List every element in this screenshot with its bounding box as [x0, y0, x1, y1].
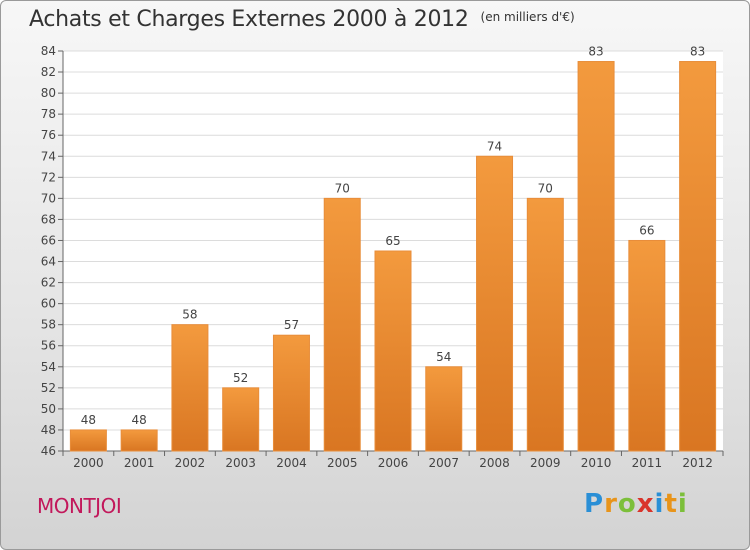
bar [120, 429, 158, 452]
chart-subtitle: (en milliers d'€) [480, 10, 575, 24]
bar-2002 [171, 324, 209, 452]
bar [69, 429, 107, 452]
chart-title: Achats et Charges Externes 2000 à 2012 (e… [29, 7, 575, 32]
bar [577, 61, 615, 452]
x-tick-label: 2000 [73, 456, 104, 470]
logo-letter: x [636, 489, 655, 519]
x-tick-label: 2011 [632, 456, 663, 470]
y-tick-label: 82 [41, 65, 56, 79]
x-tick-label: 2010 [581, 456, 612, 470]
bar-value-label: 57 [284, 318, 299, 332]
y-tick-label: 74 [41, 149, 56, 163]
bar-value-label: 70 [538, 181, 553, 195]
bar-2008 [476, 155, 514, 452]
logo-letter: P [584, 489, 605, 519]
bar [222, 387, 260, 452]
bar-value-label: 74 [487, 139, 502, 153]
y-tick-label: 64 [41, 255, 56, 269]
y-tick-label: 46 [41, 444, 56, 458]
y-tick-label: 80 [41, 86, 56, 100]
bar-2007 [425, 366, 463, 452]
bar [628, 239, 666, 452]
logo-letter: t [664, 489, 678, 519]
x-tick-label: 2003 [225, 456, 256, 470]
bar-value-label: 83 [588, 45, 603, 59]
bar [679, 61, 717, 452]
bar-value-label: 70 [335, 181, 350, 195]
logo-letter: r [604, 489, 618, 519]
bar-2001 [120, 429, 158, 452]
bar [425, 366, 463, 452]
bar-value-label: 48 [132, 413, 147, 427]
bar-2004 [272, 334, 310, 452]
bar-value-label: 58 [182, 308, 197, 322]
bar [171, 324, 209, 452]
x-tick-label: 2004 [276, 456, 307, 470]
y-tick-label: 68 [41, 212, 56, 226]
bar-2011 [628, 239, 666, 452]
y-tick-label: 62 [41, 276, 56, 290]
y-tick-label: 72 [41, 170, 56, 184]
proxiti-logo: Proxiti [584, 489, 688, 519]
bar-2003 [222, 387, 260, 452]
bar-2012 [679, 61, 717, 452]
y-tick-label: 70 [41, 191, 56, 205]
bar-2005 [323, 197, 361, 452]
bar-value-label: 66 [639, 223, 654, 237]
x-tick-label: 2006 [378, 456, 409, 470]
x-tick-label: 2001 [124, 456, 155, 470]
bar [476, 155, 514, 452]
bar-value-label: 65 [385, 234, 400, 248]
y-tick-label: 48 [41, 423, 56, 437]
bar-2000 [69, 429, 107, 452]
y-tick-label: 78 [41, 107, 56, 121]
logo-letter: i [654, 489, 665, 519]
bar [526, 197, 564, 452]
y-tick-label: 52 [41, 381, 56, 395]
bar [374, 250, 412, 452]
x-tick-label: 2005 [327, 456, 358, 470]
logo-letter: i [677, 489, 688, 519]
y-tick-label: 56 [41, 339, 56, 353]
bar-2006 [374, 250, 412, 452]
y-tick-label: 66 [41, 233, 56, 247]
bar-2009 [526, 197, 564, 452]
bar-value-label: 83 [690, 45, 705, 59]
y-tick-label: 50 [41, 402, 56, 416]
logo-letter: o [617, 489, 637, 519]
y-tick-label: 54 [41, 360, 56, 374]
y-tick-label: 76 [41, 128, 56, 142]
x-tick-label: 2002 [175, 456, 206, 470]
bar-2010 [577, 61, 615, 452]
bar-value-label: 54 [436, 350, 451, 364]
commune-name: MONTJOI [37, 494, 122, 518]
y-tick-label: 84 [41, 44, 56, 58]
x-tick-label: 2008 [479, 456, 510, 470]
bar [272, 334, 310, 452]
chart-title-text: Achats et Charges Externes 2000 à 2012 [29, 7, 469, 32]
bar-value-label: 48 [81, 413, 96, 427]
y-tick-label: 58 [41, 318, 56, 332]
y-tick-label: 60 [41, 297, 56, 311]
x-tick-label: 2012 [682, 456, 713, 470]
bar [323, 197, 361, 452]
bar-value-label: 52 [233, 371, 248, 385]
x-tick-label: 2009 [530, 456, 561, 470]
x-tick-label: 2007 [428, 456, 459, 470]
